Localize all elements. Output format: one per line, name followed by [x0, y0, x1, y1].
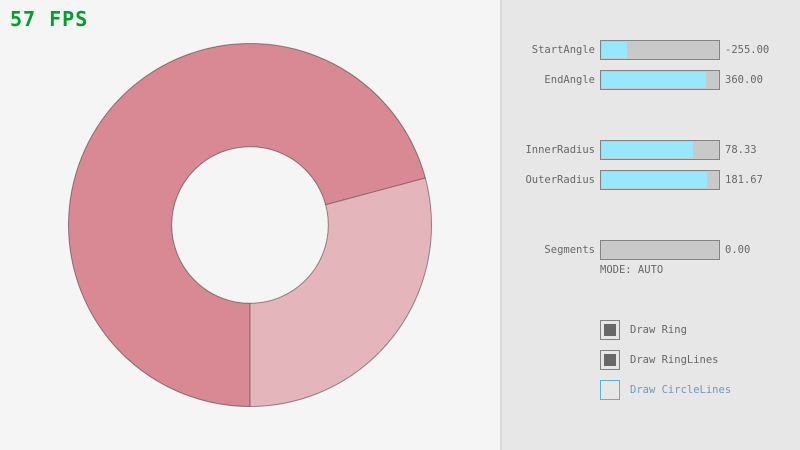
- draw-ring-checkbox[interactable]: [600, 320, 620, 340]
- segments-label: Segments: [544, 244, 595, 256]
- draw-circlelines-checkbox-row: Draw CircleLines: [600, 380, 800, 400]
- ring-lines: [68, 43, 432, 407]
- draw-ring-checkbox-check: [604, 324, 616, 336]
- draw-ringlines-checkbox-label: Draw RingLines: [630, 354, 719, 366]
- inner-radius-value: 78.33: [725, 144, 757, 156]
- outer-radius-value: 181.67: [725, 174, 763, 186]
- draw-ring-checkbox-row: Draw Ring: [600, 320, 800, 340]
- draw-ring-checkbox-label: Draw Ring: [630, 324, 687, 336]
- end-angle-slider-row: EndAngle 360.00: [502, 70, 800, 90]
- fps-counter: 57 FPS: [10, 7, 89, 31]
- segments-slider[interactable]: [600, 240, 720, 260]
- segments-value: 0.00: [725, 244, 751, 256]
- outer-radius-slider-fill: [602, 172, 708, 188]
- start-angle-slider-fill: [602, 42, 628, 58]
- ring-radial-line-right: [325, 177, 426, 206]
- draw-ringlines-checkbox[interactable]: [600, 350, 620, 370]
- draw-ringlines-checkbox-row: Draw RingLines: [600, 350, 800, 370]
- ring-sector-single: [250, 178, 432, 407]
- ring-inner-outline: [171, 146, 329, 304]
- inner-radius-slider-row: InnerRadius 78.33: [502, 140, 800, 160]
- ring-sector-overlap: [68, 43, 426, 407]
- ring-canvas: [68, 43, 432, 407]
- end-angle-slider[interactable]: [600, 70, 720, 90]
- draw-circlelines-checkbox-label: Draw CircleLines: [630, 384, 732, 396]
- draw-circlelines-checkbox[interactable]: [600, 380, 620, 400]
- end-angle-slider-fill: [602, 72, 707, 88]
- end-angle-label: EndAngle: [544, 74, 595, 86]
- outer-radius-slider[interactable]: [600, 170, 720, 190]
- outer-radius-slider-row: OuterRadius 181.67: [502, 170, 800, 190]
- end-angle-value: 360.00: [725, 74, 763, 86]
- draw-ringlines-checkbox-check: [604, 354, 616, 366]
- control-panel: StartAngle -255.00 EndAngle 360.00 Inner…: [500, 0, 800, 450]
- start-angle-value: -255.00: [725, 44, 770, 56]
- inner-radius-slider[interactable]: [600, 140, 720, 160]
- start-angle-slider-row: StartAngle -255.00: [502, 40, 800, 60]
- start-angle-slider[interactable]: [600, 40, 720, 60]
- inner-radius-label: InnerRadius: [525, 144, 595, 156]
- outer-radius-label: OuterRadius: [525, 174, 595, 186]
- segments-mode-label: MODE: AUTO: [600, 264, 664, 276]
- ring-outer-outline: [68, 43, 432, 407]
- start-angle-label: StartAngle: [531, 44, 595, 56]
- inner-radius-slider-fill: [602, 142, 693, 158]
- segments-slider-row: Segments 0.00: [502, 240, 800, 260]
